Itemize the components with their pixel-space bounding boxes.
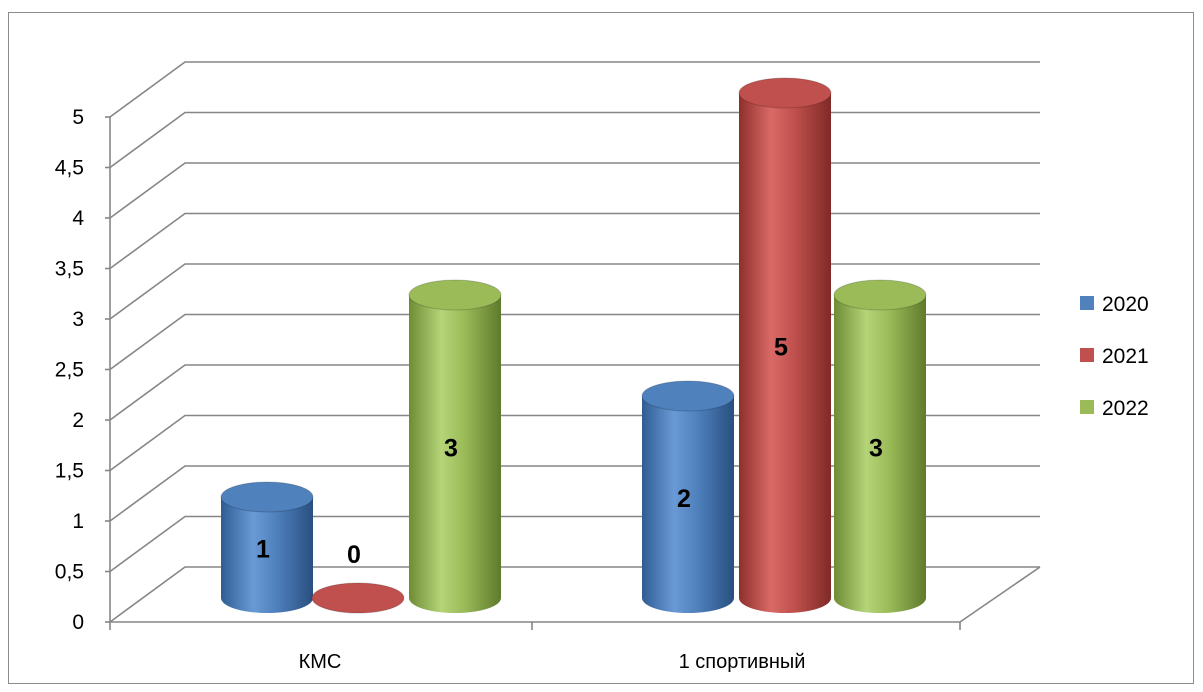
y-tick-label: 3 — [72, 308, 84, 331]
data-label: 1 — [256, 536, 270, 564]
y-tick-label: 2,5 — [55, 359, 84, 382]
legend-swatch — [1080, 400, 1094, 414]
gridline — [109, 111, 1040, 169]
y-tick-label: 4 — [72, 207, 84, 230]
y-tick-label: 1,5 — [55, 460, 84, 483]
y-tick-label: 3,5 — [55, 258, 84, 281]
gridline — [109, 61, 1040, 118]
data-label: 5 — [774, 334, 788, 362]
y-tick-label: 1 — [72, 510, 84, 533]
legend-label: 2020 — [1102, 293, 1149, 316]
bar-top — [641, 380, 735, 412]
bar-body — [739, 93, 831, 613]
legend-swatch — [1080, 348, 1094, 362]
chart-frame — [8, 12, 1194, 684]
x-category-label: 1 спортивный — [679, 651, 806, 673]
bar — [220, 481, 314, 613]
gridline — [109, 212, 1040, 270]
gridline — [109, 162, 1040, 219]
data-label: 2 — [677, 485, 691, 513]
axis-layer — [105, 116, 1041, 630]
bar-top — [408, 279, 502, 311]
y-tick-label: 2 — [72, 409, 84, 432]
data-label: 0 — [347, 541, 361, 569]
y-tick-label: 0,5 — [55, 561, 84, 584]
data-label: 3 — [869, 435, 883, 463]
bar-body — [834, 295, 926, 613]
y-tick-label: 4,5 — [55, 157, 84, 180]
bar — [408, 279, 502, 613]
bar — [833, 279, 927, 613]
labels-layer: 0 0,5 1 1,5 2 2,5 3 3,5 4 4,5 5 1 2 0 5 3 3 КМС 1 спортивн… — [55, 106, 883, 673]
legend: 2020 2021 2022 — [1080, 293, 1149, 420]
bars-layer — [220, 77, 927, 614]
legend-swatch — [1080, 296, 1094, 310]
bar — [738, 77, 832, 613]
legend-label: 2022 — [1102, 397, 1149, 420]
bar — [641, 380, 735, 613]
data-label: 3 — [444, 435, 458, 463]
bar-top — [220, 481, 314, 513]
y-tick-label: 5 — [72, 106, 84, 129]
bar-body — [642, 396, 734, 613]
bar-top — [833, 279, 927, 311]
bar-body — [409, 295, 501, 613]
bar-top — [311, 582, 405, 614]
bar-body — [221, 497, 313, 613]
y-tick-label: 0 — [72, 611, 84, 634]
bar-top — [738, 77, 832, 109]
legend-label: 2021 — [1102, 345, 1149, 368]
x-category-label: КМС — [299, 651, 342, 673]
bar — [311, 582, 405, 614]
